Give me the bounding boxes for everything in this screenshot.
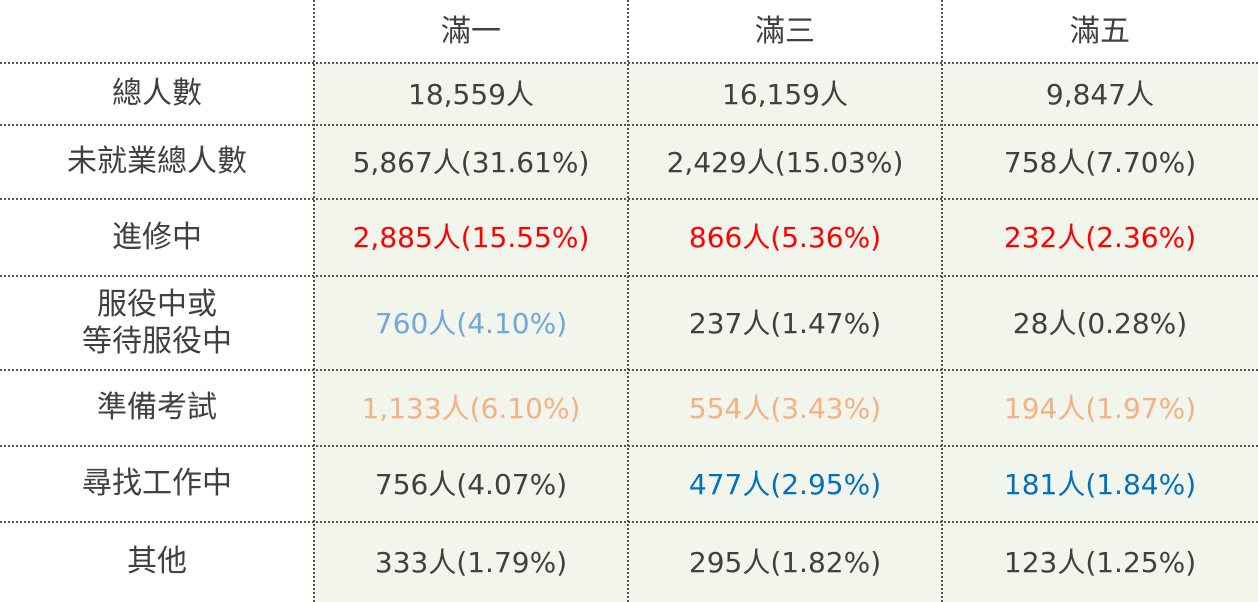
table-cell: 16,159人 [628,63,942,125]
table-cell: 2,429人(15.03%) [628,125,942,199]
row-label-military: 服役中或 等待服役中 [0,276,314,370]
grid-hline [0,275,1258,277]
col-header-1: 滿一 [441,13,501,49]
grid-hline [0,198,1258,200]
table-cell: 758人(7.70%) [942,125,1258,199]
grid-vline [941,0,943,602]
table-cell: 333人(1.79%) [314,522,628,602]
table-cell: 2,885人(15.55%) [314,199,628,276]
col-header-2: 滿三 [755,13,815,49]
row-label-exam-prep: 準備考試 [97,390,217,426]
row-label-unemployed: 未就業總人數 [67,144,247,180]
table-cell: 9,847人 [942,63,1258,125]
row-label-other: 其他 [127,544,187,580]
grid-hline [0,62,1258,64]
row-label-line: 等待服役中 [82,324,232,359]
grid-hline [0,445,1258,447]
grid-hline [0,521,1258,523]
table-cell: 28人(0.28%) [942,276,1258,370]
grid-hline [0,369,1258,371]
corner-cell [0,0,314,63]
grid-vline [313,0,315,602]
table-cell: 866人(5.36%) [628,199,942,276]
grid-hline [0,124,1258,126]
table-cell: 295人(1.82%) [628,522,942,602]
table-cell: 760人(4.10%) [314,276,628,370]
row-label-total: 總人數 [112,76,202,112]
table-cell: 5,867人(31.61%) [314,125,628,199]
table-cell: 123人(1.25%) [942,522,1258,602]
table-cell: 756人(4.07%) [314,446,628,522]
table-cell: 181人(1.84%) [942,446,1258,522]
table-cell: 554人(3.43%) [628,370,942,446]
table-cell: 1,133人(6.10%) [314,370,628,446]
table-cell: 194人(1.97%) [942,370,1258,446]
row-label-studying: 進修中 [112,219,202,255]
row-label-job-seeking: 尋找工作中 [82,466,232,502]
table-cell: 477人(2.95%) [628,446,942,522]
row-label-line: 服役中或 [97,286,217,322]
grid-vline [627,0,629,602]
col-header-3: 滿五 [1070,13,1130,49]
table-cell: 18,559人 [314,63,628,125]
table-cell: 237人(1.47%) [628,276,942,370]
table-cell: 232人(2.36%) [942,199,1258,276]
